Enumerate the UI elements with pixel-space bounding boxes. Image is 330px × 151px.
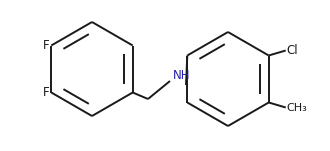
Text: F: F: [43, 39, 49, 52]
Text: F: F: [43, 86, 49, 99]
Text: NH: NH: [173, 69, 190, 82]
Text: CH₃: CH₃: [287, 103, 308, 112]
Text: Cl: Cl: [287, 44, 298, 57]
